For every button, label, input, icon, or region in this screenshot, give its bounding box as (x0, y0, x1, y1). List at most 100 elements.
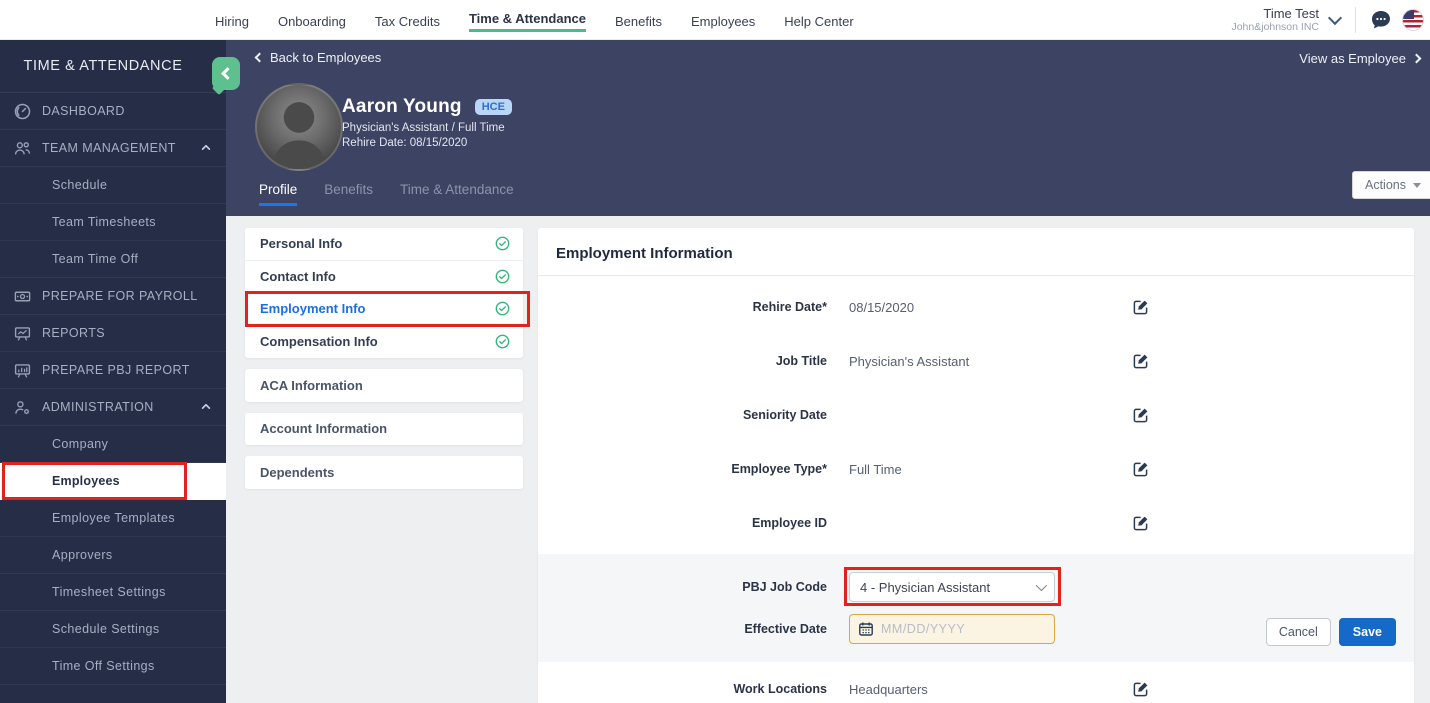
dashboard-icon (14, 103, 31, 119)
edit-icon[interactable] (1133, 299, 1149, 315)
section-account-information[interactable]: Account Information (245, 412, 523, 445)
section-employment-info[interactable]: Employment Info (245, 291, 530, 327)
sidebar: TIME & ATTENDANCE DASHBOARD TEAM MANAGEM… (0, 40, 226, 703)
sidebar-item-label: Team Time Off (52, 252, 139, 266)
hce-badge: HCE (474, 99, 512, 115)
check-circle-icon (495, 236, 510, 251)
sidebar-item-approvers[interactable]: Approvers (0, 537, 226, 574)
tab-profile[interactable]: Profile (259, 182, 298, 206)
field-label: Effective Date (744, 622, 827, 636)
profile-tabs: Profile Benefits Time & Attendance (259, 182, 514, 206)
effective-date-input-wrap (849, 614, 1055, 644)
top-navigation: Hiring Onboarding Tax Credits Time & Att… (215, 0, 854, 40)
employment-information-panel: Employment Information Rehire Date* 08/1… (538, 228, 1414, 703)
field-value: Physician's Assistant (849, 353, 970, 369)
topnav-hiring[interactable]: Hiring (215, 14, 249, 29)
pbj-edit-band: PBJ Job Code 4 - Physician Assistant Eff… (538, 554, 1414, 662)
section-compensation-info[interactable]: Compensation Info (245, 326, 523, 359)
check-circle-icon (495, 334, 510, 349)
section-label: ACA Information (260, 377, 363, 393)
sidebar-item-label: Team Timesheets (52, 215, 156, 229)
cancel-button[interactable]: Cancel (1265, 618, 1331, 646)
edit-icon[interactable] (1133, 353, 1149, 369)
section-label: Account Information (260, 421, 388, 437)
field-label: Seniority Date (742, 408, 827, 422)
tab-time-attendance[interactable]: Time & Attendance (400, 182, 514, 197)
section-label: Compensation Info (260, 334, 378, 350)
calendar-icon[interactable] (858, 621, 874, 637)
topnav-tax-credits[interactable]: Tax Credits (374, 14, 440, 29)
topnav-time-attendance[interactable]: Time & Attendance (468, 8, 586, 32)
sidebar-collapse-button[interactable] (212, 57, 240, 90)
chevron-up-icon[interactable] (200, 142, 212, 154)
sidebar-item-label: TEAM MANAGEMENT (42, 141, 176, 155)
section-personal-info[interactable]: Personal Info (245, 228, 523, 261)
sidebar-item-schedule-settings[interactable]: Schedule Settings (0, 611, 226, 648)
field-value: Headquarters (849, 681, 928, 697)
chevron-down-icon[interactable] (1327, 10, 1343, 26)
topnav-help-center[interactable]: Help Center (784, 14, 854, 29)
edit-icon[interactable] (1133, 407, 1149, 423)
sidebar-item-time-off-settings[interactable]: Time Off Settings (0, 648, 226, 685)
section-dependents[interactable]: Dependents (245, 456, 523, 489)
user-menu[interactable]: Time Test John&johnson INC (1231, 6, 1319, 34)
field-employee-type: Employee Type* Full Time (538, 442, 1414, 496)
section-label: Personal Info (260, 236, 343, 252)
topnav-onboarding[interactable]: Onboarding (277, 14, 346, 29)
sidebar-item-label: REPORTS (42, 326, 105, 340)
chat-icon[interactable] (1369, 8, 1393, 32)
section-label: Dependents (260, 464, 335, 480)
main-content: Personal Info Contact Info Employment In… (226, 216, 1430, 703)
sidebar-item-company[interactable]: Company (0, 426, 226, 463)
sidebar-item-label: Employee Templates (52, 511, 176, 525)
sidebar-item-prepare-for-payroll[interactable]: PREPARE FOR PAYROLL (0, 278, 226, 315)
field-label: Employee ID (751, 516, 827, 530)
edit-icon[interactable] (1133, 681, 1149, 697)
sidebar-item-team-time-off[interactable]: Team Time Off (0, 241, 226, 278)
field-effective-date: Effective Date (538, 608, 1414, 650)
back-to-employees-link[interactable]: Back to Employees (254, 50, 381, 65)
field-pbj-job-code: PBJ Job Code 4 - Physician Assistant (538, 566, 1414, 608)
section-label: Employment Info (260, 301, 366, 317)
chevron-up-icon[interactable] (200, 401, 212, 413)
sidebar-item-timesheet-settings[interactable]: Timesheet Settings (0, 574, 226, 611)
actions-button[interactable]: Actions (1352, 171, 1430, 199)
sidebar-item-schedule[interactable]: Schedule (0, 167, 226, 204)
sidebar-item-team-management[interactable]: TEAM MANAGEMENT (0, 130, 226, 167)
employee-avatar (255, 83, 343, 171)
team-icon (14, 141, 31, 155)
edit-icon[interactable] (1133, 515, 1149, 531)
top-bar: Hiring Onboarding Tax Credits Time & Att… (0, 0, 1430, 40)
sidebar-item-administration[interactable]: ADMINISTRATION (0, 389, 226, 426)
edit-icon[interactable] (1133, 461, 1149, 477)
language-flag-icon[interactable] (1402, 9, 1424, 31)
pbj-report-icon (14, 363, 31, 378)
flag-canton (1403, 10, 1414, 19)
sidebar-item-team-timesheets[interactable]: Team Timesheets (0, 204, 226, 241)
chevron-right-icon (1411, 53, 1422, 64)
chevron-down-icon (1035, 579, 1048, 592)
pbj-selected-value: 4 - Physician Assistant (860, 579, 991, 595)
sidebar-item-employees[interactable]: Employees (0, 462, 226, 500)
field-job-title: Job Title Physician's Assistant (538, 334, 1414, 388)
topnav-employees[interactable]: Employees (690, 14, 756, 29)
save-button[interactable]: Save (1338, 618, 1396, 646)
top-right-area: Time Test John&johnson INC (1231, 0, 1424, 40)
section-aca-information[interactable]: ACA Information (245, 369, 523, 402)
sidebar-item-label: Employees (52, 474, 120, 488)
topnav-benefits[interactable]: Benefits (614, 14, 662, 29)
view-as-employee-link[interactable]: View as Employee (1299, 51, 1422, 66)
pbj-job-code-select[interactable]: 4 - Physician Assistant (849, 572, 1055, 602)
sidebar-item-employee-templates[interactable]: Employee Templates (0, 500, 226, 537)
effective-date-input[interactable] (881, 622, 1001, 636)
employee-rehire-date: Rehire Date: 08/15/2020 (342, 137, 468, 149)
sidebar-item-prepare-pbj-report[interactable]: PREPARE PBJ REPORT (0, 352, 226, 389)
tab-benefits[interactable]: Benefits (324, 182, 374, 197)
divider (1355, 7, 1356, 33)
sidebar-item-dashboard[interactable]: DASHBOARD (0, 93, 226, 130)
payroll-icon (14, 290, 31, 302)
field-label: Work Locations (733, 682, 827, 696)
section-contact-info[interactable]: Contact Info (245, 261, 523, 293)
sidebar-item-reports[interactable]: REPORTS (0, 315, 226, 352)
section-navigation: Personal Info Contact Info Employment In… (245, 228, 530, 489)
